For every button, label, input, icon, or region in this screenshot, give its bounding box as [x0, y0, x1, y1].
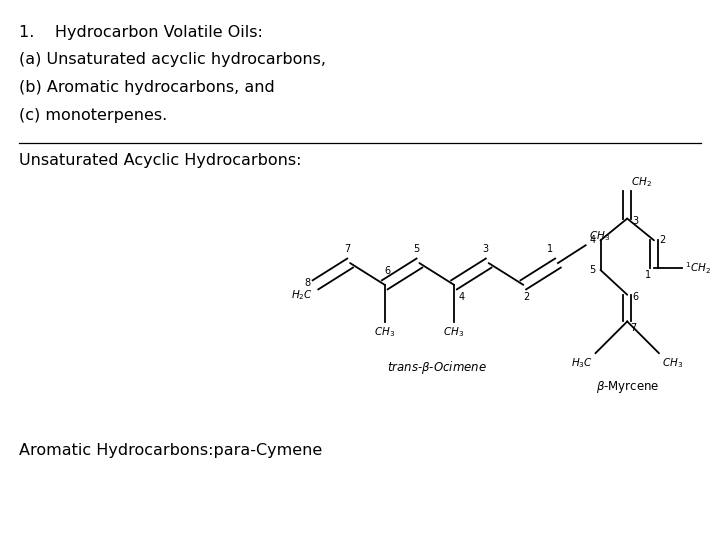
Text: Aromatic Hydrocarbons:para-Cymene: Aromatic Hydrocarbons:para-Cymene — [19, 443, 322, 458]
Text: (c) monoterpenes.: (c) monoterpenes. — [19, 107, 167, 123]
Text: Unsaturated Acyclic Hydrocarbons:: Unsaturated Acyclic Hydrocarbons: — [19, 153, 301, 168]
Text: $H_3C$: $H_3C$ — [571, 356, 593, 370]
Text: 1: 1 — [547, 244, 553, 254]
Text: (a) Unsaturated acyclic hydrocarbons,: (a) Unsaturated acyclic hydrocarbons, — [19, 52, 325, 68]
Text: 1.    Hydrocarbon Volatile Oils:: 1. Hydrocarbon Volatile Oils: — [19, 24, 262, 39]
Text: 2: 2 — [659, 235, 665, 245]
Text: 4: 4 — [590, 235, 595, 245]
Text: $CH_3$: $CH_3$ — [444, 326, 464, 339]
Text: $CH_3$: $CH_3$ — [374, 326, 395, 339]
Text: $CH_3$: $CH_3$ — [662, 356, 683, 370]
Text: $^1CH_2$: $^1CH_2$ — [685, 260, 711, 276]
Text: 4: 4 — [459, 292, 465, 302]
Text: 7: 7 — [630, 323, 636, 333]
Text: 3: 3 — [632, 215, 639, 226]
Text: $\beta$-Myrcene: $\beta$-Myrcene — [595, 379, 659, 395]
Text: (b) Aromatic hydrocarbons, and: (b) Aromatic hydrocarbons, and — [19, 80, 274, 95]
Text: 7: 7 — [344, 244, 350, 254]
Text: 8: 8 — [305, 278, 310, 288]
Text: 1: 1 — [645, 270, 651, 280]
Text: $CH_3$: $CH_3$ — [589, 230, 610, 244]
Text: 5: 5 — [589, 265, 595, 275]
Text: $\it{trans}$-$\beta$-Ocimene: $\it{trans}$-$\beta$-Ocimene — [387, 359, 487, 376]
Text: 5: 5 — [413, 244, 420, 254]
Text: 6: 6 — [632, 292, 639, 302]
Text: 3: 3 — [482, 244, 489, 254]
Text: $H_2C$: $H_2C$ — [291, 288, 312, 302]
Text: 2: 2 — [523, 292, 529, 302]
Text: $CH_2$: $CH_2$ — [631, 175, 652, 189]
Text: 6: 6 — [384, 266, 391, 276]
